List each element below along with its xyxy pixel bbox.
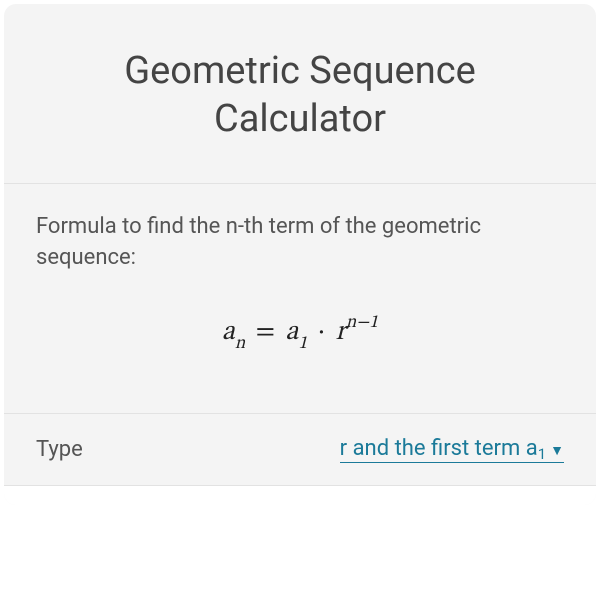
formula-rhs2-sup: n−1 — [346, 314, 378, 332]
formula-rhs1-sub: 1 — [298, 335, 307, 353]
type-selected-sub: 1 — [538, 445, 546, 463]
formula-description: Formula to find the n-th term of the geo… — [36, 212, 564, 274]
type-row: Type r and the first term a1 ▼ — [4, 413, 596, 485]
geometric-formula: an = a1 · rn−1 — [222, 314, 378, 353]
formula-lhs-sub: n — [235, 335, 245, 353]
calculator-card: Geometric Sequence Calculator Formula to… — [4, 4, 596, 505]
formula-equals: = — [256, 319, 275, 346]
chevron-down-icon: ▼ — [550, 442, 564, 459]
page-title: Geometric Sequence Calculator — [4, 4, 596, 183]
type-selected-prefix: r and the first term a — [340, 436, 538, 461]
formula-container: an = a1 · rn−1 — [36, 274, 564, 397]
formula-rhs1-base: a — [285, 319, 298, 346]
description-section: Formula to find the n-th term of the geo… — [4, 183, 596, 413]
formula-dot: · — [318, 319, 326, 346]
spacer-row — [4, 485, 596, 505]
formula-rhs2-base: r — [336, 319, 346, 346]
type-label: Type — [36, 437, 83, 462]
type-dropdown[interactable]: r and the first term a1 ▼ — [340, 436, 564, 463]
formula-lhs-base: a — [222, 319, 235, 346]
